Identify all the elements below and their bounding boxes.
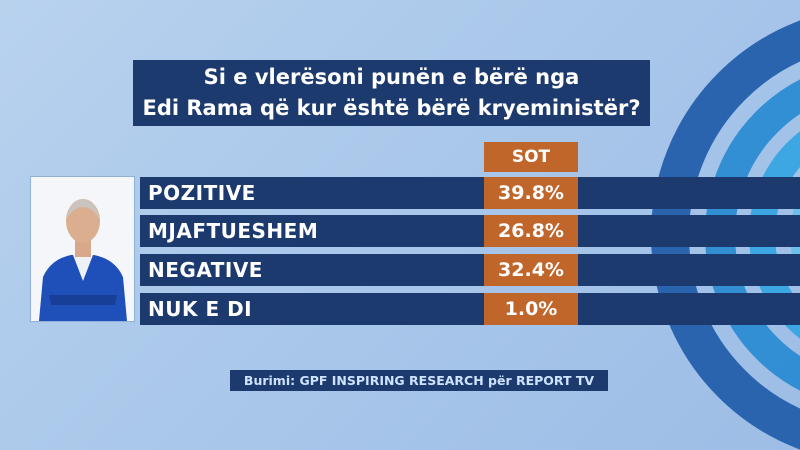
row-label: MJAFTUESHEM — [148, 219, 319, 243]
title-line: Edi Rama që kur është bërë kryeministër? — [142, 96, 641, 120]
result-row: POZITIVE 39.8% — [140, 177, 800, 209]
column-header: SOT — [484, 142, 578, 172]
row-value: 32.4% — [484, 254, 578, 286]
row-label: POZITIVE — [148, 181, 256, 205]
result-row: NUK E DI 1.0% — [140, 293, 800, 325]
result-row: MJAFTUESHEM 26.8% — [140, 215, 800, 247]
row-value: 39.8% — [484, 177, 578, 209]
title-box: Si e vlerësoni punën e bërë nga Edi Rama… — [133, 60, 650, 126]
title-line: Si e vlerësoni punën e bërë nga — [203, 65, 580, 89]
row-value: 1.0% — [484, 293, 578, 325]
row-label: NEGATIVE — [148, 258, 263, 282]
portrait-figure — [31, 177, 134, 321]
row-label: NUK E DI — [148, 297, 253, 321]
portrait — [30, 176, 135, 322]
source-note: Burimi: GPF INSPIRING RESEARCH për REPOR… — [230, 370, 608, 391]
row-value: 26.8% — [484, 215, 578, 247]
result-row: NEGATIVE 32.4% — [140, 254, 800, 286]
